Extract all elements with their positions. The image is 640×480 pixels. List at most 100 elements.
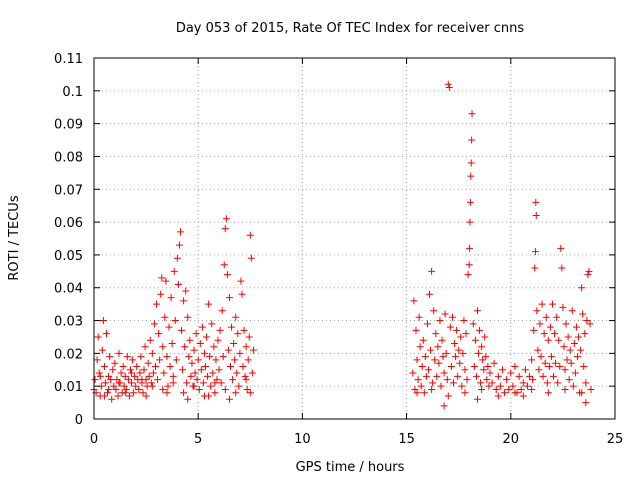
data-point	[184, 313, 192, 321]
y-tick-label: 0.08	[54, 150, 83, 165]
data-point	[242, 343, 250, 351]
y-tick-label: 0.1	[62, 85, 83, 100]
data-point	[180, 389, 188, 397]
data-point	[223, 271, 231, 279]
data-point	[186, 336, 194, 344]
data-point	[539, 372, 547, 380]
data-point	[438, 336, 446, 344]
data-point	[242, 376, 250, 384]
data-point	[461, 366, 469, 374]
data-point	[228, 323, 236, 331]
data-point	[235, 382, 243, 390]
y-tick-label: 0.04	[54, 282, 83, 297]
x-tick-label: 20	[503, 432, 520, 447]
data-point	[164, 382, 172, 390]
data-point	[201, 362, 209, 370]
data-point	[503, 376, 511, 384]
data-point	[225, 395, 233, 403]
data-point	[471, 336, 479, 344]
data-point	[229, 376, 237, 384]
data-point	[542, 313, 550, 321]
data-point	[505, 385, 513, 393]
data-point	[221, 225, 229, 233]
data-point	[412, 326, 420, 334]
data-point	[138, 376, 146, 384]
data-point	[584, 271, 592, 279]
data-point	[569, 382, 577, 390]
x-axis-label: GPS time / hours	[296, 460, 405, 475]
data-point	[519, 379, 527, 387]
data-point	[241, 372, 249, 380]
data-point	[233, 369, 241, 377]
data-point	[583, 317, 591, 325]
data-point	[444, 80, 452, 88]
data-point	[587, 385, 595, 393]
data-point	[161, 313, 169, 321]
data-point	[181, 343, 189, 351]
data-point	[528, 385, 536, 393]
data-point	[194, 356, 202, 364]
data-point	[203, 333, 211, 341]
data-point	[564, 333, 572, 341]
data-point	[424, 366, 432, 374]
data-point	[573, 353, 581, 361]
data-point	[230, 340, 238, 348]
data-point	[115, 379, 123, 387]
data-point	[204, 372, 212, 380]
data-point	[529, 376, 537, 384]
data-point	[224, 346, 232, 354]
data-point	[440, 402, 448, 410]
data-point	[526, 372, 534, 380]
data-point	[91, 376, 99, 384]
data-point	[165, 323, 173, 331]
data-point	[147, 379, 155, 387]
data-point	[423, 320, 431, 328]
data-point	[180, 297, 188, 305]
data-point	[582, 399, 590, 407]
data-point	[566, 346, 574, 354]
data-point	[246, 389, 254, 397]
axis-ticks	[93, 57, 616, 420]
data-point	[98, 346, 106, 354]
data-point	[215, 366, 223, 374]
data-point	[448, 313, 456, 321]
data-point	[556, 362, 564, 370]
data-point	[163, 353, 171, 361]
data-point	[496, 382, 504, 390]
data-point	[476, 326, 484, 334]
data-point	[545, 362, 553, 370]
data-point	[222, 215, 230, 223]
data-point	[532, 198, 540, 206]
x-tick-label: 0	[90, 432, 98, 447]
data-point	[434, 343, 442, 351]
data-point	[232, 313, 240, 321]
data-point	[195, 385, 203, 393]
data-point	[461, 389, 469, 397]
data-point	[185, 353, 193, 361]
data-point	[129, 356, 137, 364]
data-point	[99, 317, 107, 325]
data-point	[558, 264, 566, 272]
data-point	[145, 372, 153, 380]
data-point	[178, 326, 186, 334]
data-point	[174, 280, 182, 288]
chart-title: Day 053 of 2015, Rate Of TEC Index for r…	[176, 21, 525, 36]
data-point	[565, 376, 573, 384]
data-point	[541, 359, 549, 367]
data-point	[428, 267, 436, 275]
data-point	[197, 366, 205, 374]
data-point	[108, 395, 116, 403]
data-point	[214, 336, 222, 344]
data-point	[435, 359, 443, 367]
data-point	[160, 369, 168, 377]
data-point	[95, 369, 103, 377]
data-point	[485, 382, 493, 390]
data-point	[111, 359, 119, 367]
data-point	[184, 395, 192, 403]
data-point	[478, 343, 486, 351]
data-point	[171, 317, 179, 325]
data-point	[413, 356, 421, 364]
data-point	[420, 389, 428, 397]
data-point	[478, 385, 486, 393]
